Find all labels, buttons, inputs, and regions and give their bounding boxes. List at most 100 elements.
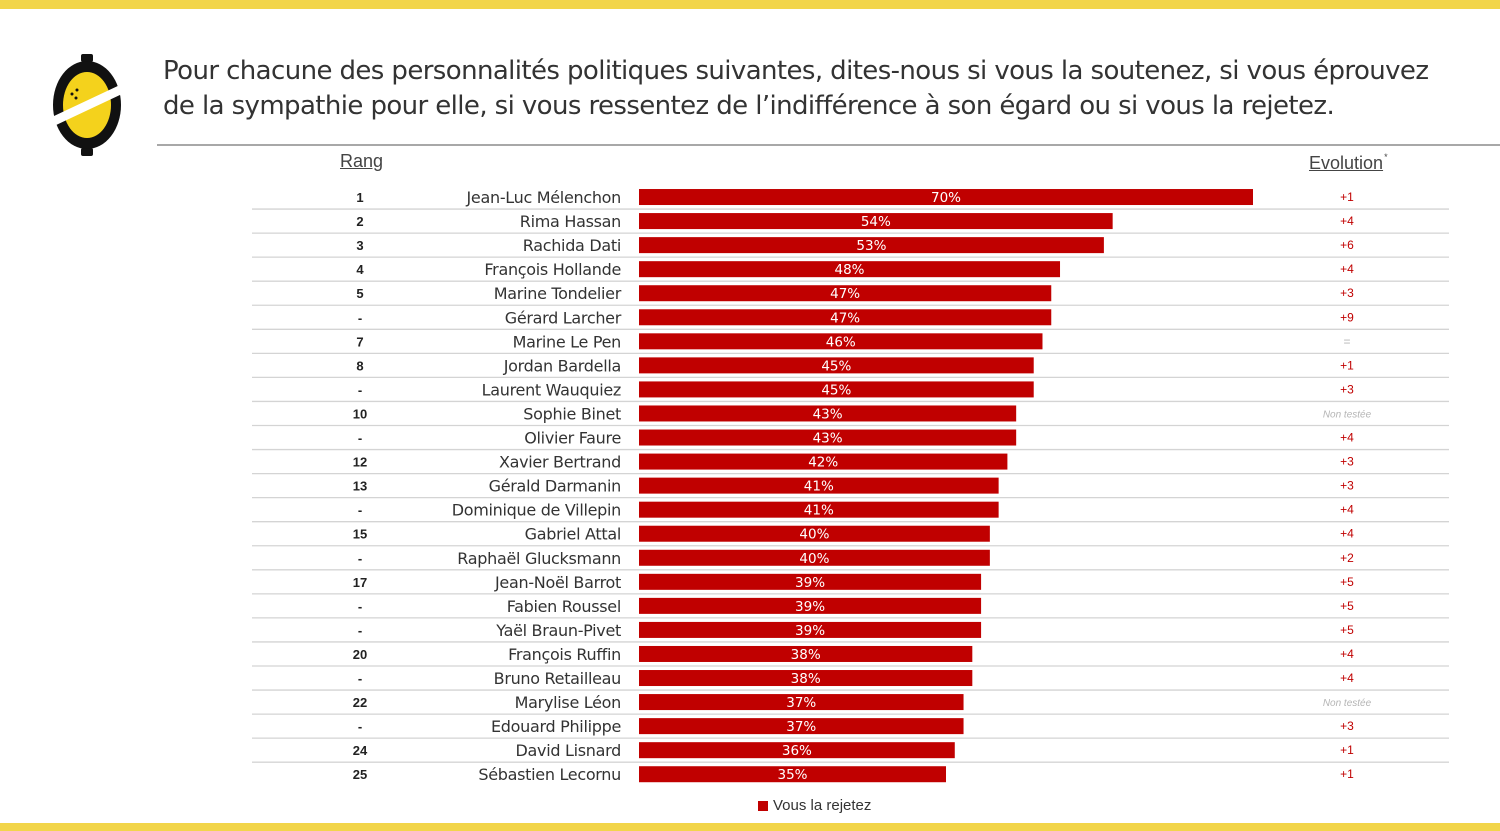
- rank-label: 22: [353, 695, 367, 710]
- bar: [639, 742, 955, 759]
- bar-value-label: 40%: [799, 527, 829, 543]
- bar-value-label: 38%: [791, 671, 821, 687]
- evolution-label: +3: [1340, 286, 1354, 300]
- rank-label: 5: [356, 286, 363, 301]
- bar-value-label: 48%: [835, 262, 865, 278]
- bar-value-label: 43%: [813, 406, 843, 422]
- evolution-label: +1: [1340, 743, 1354, 757]
- rank-label: -: [358, 382, 362, 397]
- bar: [639, 453, 1008, 470]
- bar-value-label: 45%: [821, 382, 851, 398]
- rank-label: 20: [353, 647, 367, 662]
- rank-label: 4: [356, 262, 364, 277]
- rank-label: 13: [353, 479, 367, 494]
- chart-legend: Vous la rejetez: [758, 797, 871, 814]
- person-name-label: Marine Le Pen: [513, 332, 621, 351]
- evolution-label: Non testée: [1323, 698, 1372, 709]
- bar-value-label: 47%: [830, 310, 860, 326]
- rank-label: 12: [353, 455, 367, 470]
- person-name-label: Raphaël Glucksmann: [457, 549, 621, 568]
- person-name-label: Xavier Bertrand: [499, 453, 621, 472]
- rank-label: -: [358, 599, 362, 614]
- evolution-label: +4: [1340, 431, 1354, 445]
- bar-value-label: 39%: [795, 575, 825, 591]
- person-name-label: Rachida Dati: [523, 236, 621, 255]
- bar: [639, 670, 973, 687]
- rank-label: 17: [353, 575, 367, 590]
- bar-value-label: 38%: [791, 647, 821, 663]
- bar: [639, 718, 964, 735]
- bar-value-label: 41%: [804, 503, 834, 519]
- bar-value-label: 37%: [786, 719, 816, 735]
- bar-value-label: 70%: [931, 190, 961, 206]
- person-name-label: Yaël Braun-Pivet: [495, 621, 621, 640]
- lemon-logo-icon: [53, 54, 122, 156]
- person-name-label: Jean-Luc Mélenchon: [466, 188, 621, 207]
- person-name-label: Marylise Léon: [515, 693, 621, 712]
- person-name-label: Sébastien Lecornu: [478, 765, 621, 784]
- rank-label: -: [358, 719, 362, 734]
- person-name-label: Laurent Wauquiez: [482, 380, 621, 399]
- bottom-accent-bar: [0, 823, 1500, 831]
- person-name-label: Rima Hassan: [520, 212, 621, 231]
- evolution-label: +5: [1340, 575, 1354, 589]
- evolution-label: +1: [1340, 190, 1354, 204]
- rank-label: 15: [353, 527, 367, 542]
- bar: [639, 525, 990, 542]
- bar-value-label: 53%: [856, 238, 886, 254]
- evolution-label: +4: [1340, 214, 1354, 228]
- rank-label: 2: [356, 214, 363, 229]
- evolution-label: +4: [1340, 262, 1354, 276]
- evolution-label: Evolution: [1309, 153, 1384, 173]
- evolution-label: =: [1343, 334, 1350, 348]
- bar: [639, 285, 1052, 302]
- rank-label: 8: [356, 358, 363, 373]
- bar: [639, 213, 1113, 230]
- person-name-label: Bruno Retailleau: [494, 669, 621, 688]
- bar: [639, 333, 1043, 350]
- evolution-label: +5: [1340, 623, 1354, 637]
- bar-value-label: 43%: [813, 431, 843, 447]
- bar: [639, 573, 982, 590]
- person-name-label: François Ruffin: [508, 645, 621, 664]
- evolution-label: +3: [1340, 719, 1354, 733]
- bar: [639, 381, 1034, 398]
- rank-label: -: [358, 551, 362, 566]
- person-name-label: Dominique de Villepin: [452, 501, 621, 520]
- bar-value-label: 35%: [777, 767, 807, 783]
- evolution-footnote-mark: *: [1384, 152, 1388, 162]
- bar: [639, 694, 964, 711]
- rank-label: -: [358, 310, 362, 325]
- bar: [639, 645, 973, 662]
- chart-question-title: Pour chacune des personnalités politique…: [163, 56, 1429, 121]
- rank-label: 25: [353, 767, 367, 782]
- bar: [639, 429, 1017, 446]
- person-name-label: Gérald Darmanin: [489, 477, 621, 496]
- evolution-label: +5: [1340, 599, 1354, 613]
- bar-value-label: 36%: [782, 743, 812, 759]
- bar-value-label: 47%: [830, 286, 860, 302]
- person-name-label: François Hollande: [484, 260, 621, 279]
- legend-label: Vous la rejetez: [773, 797, 872, 814]
- evolution-label: +4: [1340, 503, 1354, 517]
- bar: [639, 597, 982, 614]
- evolution-label: Non testée: [1323, 409, 1372, 420]
- bar: [639, 766, 946, 783]
- rank-label: 10: [353, 406, 367, 421]
- evolution-label: +3: [1340, 479, 1354, 493]
- evolution-label: +6: [1340, 238, 1354, 252]
- bar-value-label: 37%: [786, 695, 816, 711]
- bar: [639, 501, 999, 518]
- bar-value-label: 54%: [861, 214, 891, 230]
- bar-value-label: 40%: [799, 551, 829, 567]
- header-divider: [157, 144, 1500, 146]
- rank-label: 24: [353, 743, 368, 758]
- bar: [639, 237, 1104, 254]
- person-name-label: Marine Tondelier: [494, 284, 622, 303]
- bar: [639, 621, 982, 638]
- legend-swatch: [758, 800, 768, 811]
- person-name-label: Fabien Roussel: [507, 597, 621, 616]
- rank-label: -: [358, 671, 362, 686]
- evolution-label: +1: [1340, 767, 1354, 781]
- evolution-label: +9: [1340, 310, 1354, 324]
